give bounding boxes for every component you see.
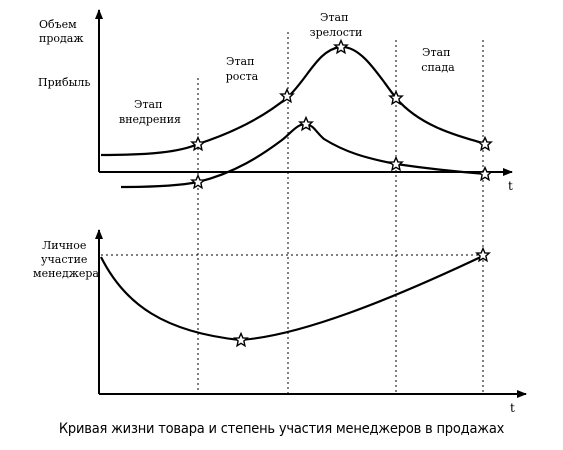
sales-volume-curve [100, 45, 487, 157]
upper-x-axis-label: t [508, 179, 513, 193]
star-icon [478, 166, 492, 181]
upper-y-label-volume: Объем продаж [39, 18, 83, 45]
star-icon [191, 136, 205, 151]
stage-label-growth: Этап роста [226, 55, 259, 83]
stage-label-introduction: Этап внедрения [119, 98, 181, 126]
star-icon [191, 174, 205, 189]
star-icon [334, 39, 348, 54]
upper-y-label-profit: Прибыль [38, 76, 90, 89]
lower-x-axis-label: t [510, 401, 515, 415]
lower-y-label: Личное участие менеджера [33, 239, 99, 280]
star-icon [299, 116, 313, 131]
stage-label-maturity: Этап зрелости [310, 11, 363, 39]
diagram-canvas: t Объем продаж Прибыль Этап внедрения Эт… [33, 9, 527, 415]
stars-lower [234, 247, 490, 347]
profit-curve [120, 122, 487, 189]
star-icon [389, 156, 403, 171]
star-icon [234, 332, 248, 347]
figure-caption: Кривая жизни товара и степень участия ме… [58, 421, 505, 437]
upper-chart: t Объем продаж Прибыль Этап внедрения Эт… [38, 9, 513, 394]
star-icon [478, 136, 492, 151]
stage-label-decline: Этап спада [421, 46, 455, 74]
lower-chart: t Личное участие менеджера [33, 229, 527, 415]
manager-involvement-curve [100, 254, 486, 342]
